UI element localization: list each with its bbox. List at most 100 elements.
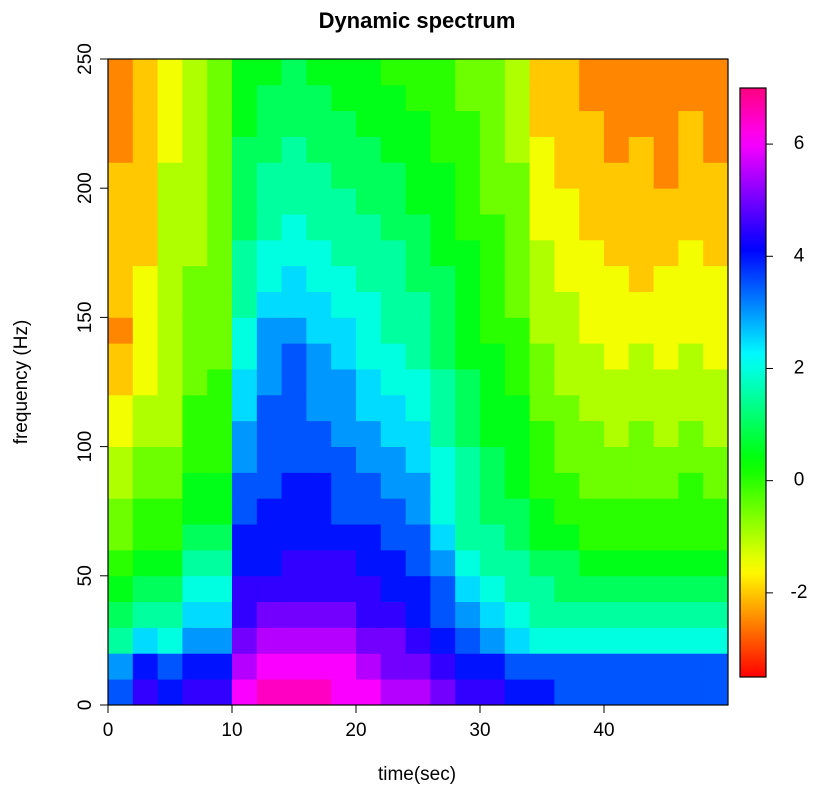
heat-cell xyxy=(678,214,704,241)
heat-cell xyxy=(678,84,704,112)
heat-cell xyxy=(480,498,506,525)
heat-cell xyxy=(529,653,555,680)
x-tick-label: 20 xyxy=(345,720,366,741)
heat-cell xyxy=(380,627,406,654)
heat-cell xyxy=(579,575,605,603)
heat-cell xyxy=(554,524,580,551)
heat-cell xyxy=(157,239,183,267)
heat-cell xyxy=(430,601,456,628)
heat-cell xyxy=(331,369,357,396)
heat-cell xyxy=(256,472,282,499)
heat-cell xyxy=(405,420,431,447)
heat-cell xyxy=(281,239,307,267)
heat-cell xyxy=(703,472,729,499)
heat-cell xyxy=(653,265,679,292)
heat-cell xyxy=(455,239,481,267)
heat-cell xyxy=(529,601,555,628)
heat-cell xyxy=(256,394,282,422)
heat-cell xyxy=(132,214,158,241)
heat-cell xyxy=(132,110,158,137)
heat-cell xyxy=(132,575,158,603)
heat-cell xyxy=(182,110,208,137)
y-tick-label: 50 xyxy=(75,565,96,586)
heat-cell xyxy=(430,162,456,189)
heat-cell xyxy=(281,498,307,525)
heat-cell xyxy=(430,110,456,137)
heat-cell xyxy=(628,446,654,473)
heat-cell xyxy=(703,343,729,370)
heat-cell xyxy=(504,653,530,680)
heat-cell xyxy=(604,420,630,447)
heat-cell xyxy=(108,110,134,137)
heat-cell xyxy=(579,653,605,680)
heat-cell xyxy=(703,549,729,577)
heat-cell xyxy=(678,343,704,370)
heat-cell xyxy=(356,472,382,499)
heat-cell xyxy=(554,420,580,447)
heat-cell xyxy=(529,446,555,473)
heat-cell xyxy=(405,188,431,215)
heat-cell xyxy=(331,627,357,654)
plot-frame xyxy=(107,58,729,706)
heat-cell xyxy=(554,575,580,603)
colorbar-tick-label: -2 xyxy=(791,582,808,603)
heat-cell xyxy=(108,369,134,396)
heat-cell xyxy=(554,162,580,189)
heat-cell xyxy=(604,239,630,267)
heat-cell xyxy=(579,498,605,525)
heat-cell xyxy=(554,679,580,706)
heat-cell xyxy=(604,575,630,603)
heat-cell xyxy=(108,446,134,473)
heat-cell xyxy=(108,394,134,422)
heat-cell xyxy=(281,601,307,628)
heat-cell xyxy=(232,575,258,603)
heat-cell xyxy=(480,472,506,499)
heat-cell xyxy=(529,420,555,447)
heat-cell xyxy=(132,549,158,577)
heat-cell xyxy=(430,188,456,215)
heat-cell xyxy=(678,110,704,137)
heat-cell xyxy=(380,317,406,344)
heat-cell xyxy=(306,601,332,628)
heat-cell xyxy=(232,265,258,292)
heat-cell xyxy=(628,601,654,628)
heat-cell xyxy=(628,265,654,292)
heat-cell xyxy=(232,239,258,267)
heat-cell xyxy=(380,575,406,603)
heat-cell xyxy=(207,420,233,447)
heat-cell xyxy=(529,59,555,86)
heat-cell xyxy=(182,136,208,163)
heat-cell xyxy=(380,136,406,163)
heat-cell xyxy=(405,524,431,551)
heat-cell xyxy=(306,265,332,292)
heat-cell xyxy=(182,472,208,499)
heat-cell xyxy=(604,136,630,163)
heat-cell xyxy=(455,679,481,706)
heat-cell xyxy=(554,136,580,163)
heat-cell xyxy=(653,575,679,603)
heat-cell xyxy=(281,84,307,112)
heat-cell xyxy=(703,369,729,396)
heat-cell xyxy=(504,136,530,163)
heat-cell xyxy=(232,291,258,318)
heat-cell xyxy=(256,343,282,370)
heat-cell xyxy=(455,420,481,447)
heat-cell xyxy=(207,84,233,112)
heat-cell xyxy=(306,653,332,680)
heat-cell xyxy=(182,627,208,654)
heat-cell xyxy=(529,343,555,370)
heat-cell xyxy=(455,601,481,628)
heat-cell xyxy=(678,549,704,577)
heat-cell xyxy=(480,265,506,292)
heat-cell xyxy=(281,627,307,654)
heat-cell xyxy=(430,653,456,680)
heat-cell xyxy=(281,394,307,422)
heat-cell xyxy=(207,136,233,163)
heat-cell xyxy=(405,446,431,473)
heat-cell xyxy=(132,627,158,654)
heat-cell xyxy=(256,498,282,525)
heat-cell xyxy=(703,575,729,603)
heat-cell xyxy=(455,162,481,189)
heat-cell xyxy=(331,239,357,267)
heat-cell xyxy=(703,265,729,292)
